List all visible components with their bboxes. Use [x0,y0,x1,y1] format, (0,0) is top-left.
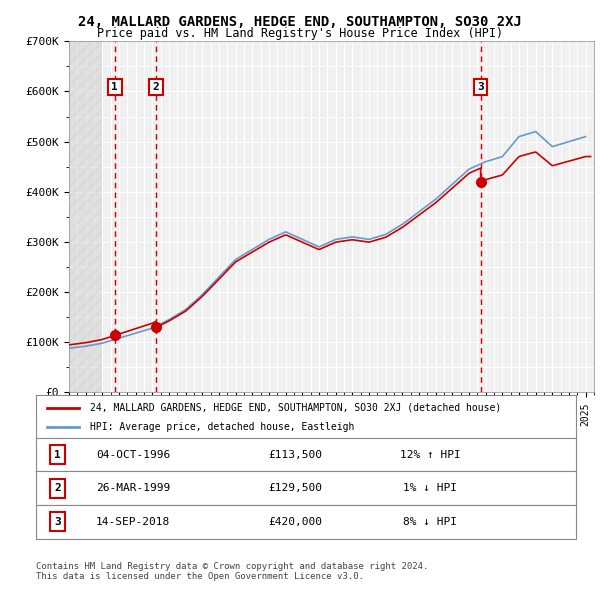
Text: 14-SEP-2018: 14-SEP-2018 [96,517,170,527]
Text: 3: 3 [477,82,484,92]
Text: 12% ↑ HPI: 12% ↑ HPI [400,450,461,460]
Text: 24, MALLARD GARDENS, HEDGE END, SOUTHAMPTON, SO30 2XJ (detached house): 24, MALLARD GARDENS, HEDGE END, SOUTHAMP… [90,403,501,412]
Text: 2: 2 [153,82,160,92]
Text: 1: 1 [54,450,61,460]
Text: 2: 2 [54,483,61,493]
Text: 26-MAR-1999: 26-MAR-1999 [96,483,170,493]
Text: £113,500: £113,500 [268,450,322,460]
Text: 1: 1 [112,82,118,92]
Text: 04-OCT-1996: 04-OCT-1996 [96,450,170,460]
Text: Price paid vs. HM Land Registry's House Price Index (HPI): Price paid vs. HM Land Registry's House … [97,27,503,40]
Text: HPI: Average price, detached house, Eastleigh: HPI: Average price, detached house, East… [90,422,355,432]
Text: 24, MALLARD GARDENS, HEDGE END, SOUTHAMPTON, SO30 2XJ: 24, MALLARD GARDENS, HEDGE END, SOUTHAMP… [78,15,522,29]
Bar [69,41,103,392]
Text: £420,000: £420,000 [268,517,322,527]
Text: £129,500: £129,500 [268,483,322,493]
Text: 8% ↓ HPI: 8% ↓ HPI [403,517,457,527]
Text: Contains HM Land Registry data © Crown copyright and database right 2024.
This d: Contains HM Land Registry data © Crown c… [36,562,428,581]
Text: 1% ↓ HPI: 1% ↓ HPI [403,483,457,493]
Text: 3: 3 [54,517,61,527]
